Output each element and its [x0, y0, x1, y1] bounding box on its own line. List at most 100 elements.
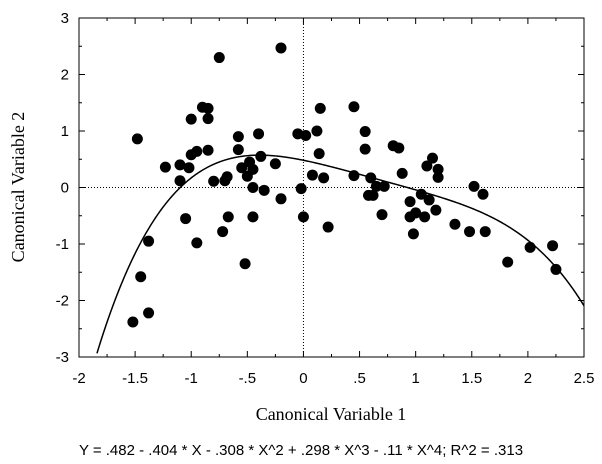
- x-tick-label: 1: [411, 370, 419, 387]
- scatter-point: [314, 102, 326, 114]
- y-tick-label: 2: [61, 67, 69, 84]
- scatter-point: [430, 204, 442, 216]
- scatter-point: [174, 159, 186, 171]
- scatter-point: [191, 237, 203, 249]
- scatter-point: [419, 211, 431, 223]
- scatter-point: [449, 218, 461, 230]
- scatter-point: [236, 162, 248, 174]
- scatter-point: [432, 171, 444, 183]
- scatter-point: [185, 113, 197, 125]
- scatter-point: [232, 144, 244, 156]
- scatter-point: [410, 207, 422, 219]
- y-tick-label: 0: [61, 180, 69, 197]
- x-tick-label: -1.5: [122, 370, 148, 387]
- scatter-point: [191, 145, 203, 157]
- scatter-point: [180, 213, 192, 225]
- scatter-point: [247, 182, 259, 193]
- scatter-point: [407, 228, 419, 240]
- scatter-point: [202, 102, 214, 114]
- scatter-point: [202, 144, 214, 156]
- fit-curve: [96, 154, 585, 354]
- scatter-point: [370, 180, 382, 192]
- x-axis-title: Canonical Variable 1: [256, 404, 407, 424]
- scatter-point: [365, 172, 377, 184]
- scatter-point: [217, 226, 229, 238]
- scatter-point: [247, 163, 259, 175]
- y-tick-label: -3: [56, 349, 69, 366]
- x-tick-label: .5: [353, 370, 366, 387]
- x-tick-label: -.5: [239, 370, 257, 387]
- scatter-point: [213, 52, 225, 64]
- scatter-point: [415, 188, 427, 200]
- scatter-point: [297, 211, 309, 223]
- scatter-point: [232, 131, 244, 143]
- data-points: [127, 42, 562, 328]
- scatter-point: [393, 142, 405, 154]
- scatter-point: [239, 258, 251, 270]
- scatter-point: [258, 184, 270, 196]
- scatter-point: [376, 209, 388, 221]
- scatter-point: [127, 316, 139, 328]
- scatter-point: [143, 235, 155, 247]
- scatter-point: [423, 194, 435, 206]
- scatter-point: [275, 193, 287, 205]
- x-tick-label: 2.5: [574, 370, 595, 387]
- y-tick-label: -1: [56, 236, 69, 253]
- scatter-point: [367, 189, 379, 201]
- scatter-point: [253, 128, 265, 140]
- scatter-point: [348, 101, 360, 113]
- scatter-point: [269, 158, 281, 170]
- scatter-point: [313, 148, 325, 160]
- scatter-point: [295, 183, 307, 195]
- scatter-point: [378, 180, 390, 192]
- scatter-point: [202, 113, 214, 125]
- scatter-point: [427, 152, 438, 164]
- scatter-point: [477, 188, 489, 200]
- scatter-point: [359, 126, 371, 138]
- scatter-point: [300, 130, 312, 142]
- scatter-point: [221, 171, 233, 183]
- reference-lines: [79, 18, 584, 357]
- axis-ticks: [78, 17, 585, 358]
- scatter-point: [396, 167, 408, 179]
- y-tick-label: 1: [61, 123, 69, 140]
- scatter-point: [421, 160, 433, 172]
- scatter-point: [404, 196, 416, 208]
- scatter-point: [275, 42, 287, 54]
- scatter-point: [502, 256, 514, 268]
- scatter-point: [359, 143, 371, 155]
- scatter-point: [464, 226, 476, 238]
- y-tick-label: -2: [56, 293, 69, 310]
- scatter-point: [143, 307, 155, 319]
- scatter-point: [468, 180, 480, 192]
- scatter-point: [131, 133, 143, 145]
- x-tick-label: 0: [299, 370, 307, 387]
- scatter-point: [135, 271, 147, 283]
- scatter-point: [247, 211, 259, 223]
- scatter-point: [348, 170, 360, 182]
- y-axis-title: Canonical Variable 2: [8, 112, 28, 263]
- scatter-point: [432, 163, 444, 175]
- scatter-point: [524, 241, 536, 253]
- y-tick-label: 3: [61, 10, 69, 27]
- fit-curve-group: [96, 154, 585, 354]
- x-tick-label: 1.5: [461, 370, 482, 387]
- scatter-point: [159, 161, 171, 173]
- scatter-point: [311, 125, 323, 137]
- scatter-point: [174, 175, 186, 187]
- scatter-point: [479, 226, 491, 238]
- x-tick-label: -2: [72, 370, 85, 387]
- x-tick-label: 2: [524, 370, 532, 387]
- scatter-point: [255, 150, 267, 162]
- x-tick-label: -1: [185, 370, 198, 387]
- equation-annotation: Y = .482 - .404 * X - .308 * X^2 + .298 …: [79, 442, 523, 459]
- scatter-point: [550, 263, 562, 275]
- scatter-point: [183, 162, 195, 174]
- scatter-point: [318, 172, 330, 184]
- scatter-point: [306, 169, 318, 181]
- scatter-point: [208, 175, 220, 187]
- scatter-point: [547, 240, 559, 252]
- scatter-point: [322, 221, 334, 233]
